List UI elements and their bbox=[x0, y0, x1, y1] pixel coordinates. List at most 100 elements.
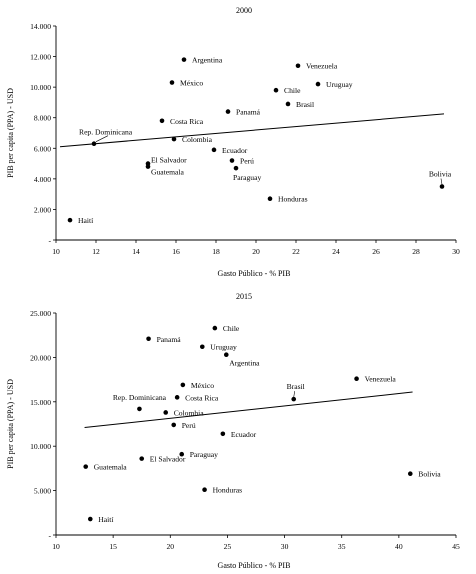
data-point bbox=[137, 406, 142, 412]
data-point bbox=[229, 158, 235, 163]
data-point bbox=[169, 80, 175, 85]
x-tick-label: 18 bbox=[212, 247, 220, 256]
x-tick-label: 30 bbox=[281, 542, 289, 551]
x-tick-label: 28 bbox=[412, 247, 420, 256]
y-tick-label: - bbox=[48, 531, 51, 540]
data-point bbox=[315, 81, 321, 87]
data-point bbox=[199, 344, 205, 350]
point-label: Panamá bbox=[157, 335, 182, 344]
trend-line bbox=[84, 391, 413, 429]
data-point bbox=[439, 184, 445, 189]
data-point bbox=[159, 118, 165, 124]
y-tick-label: 14.000 bbox=[30, 22, 51, 31]
y-tick-label: 12.000 bbox=[30, 53, 51, 62]
x-tick-label: 30 bbox=[452, 247, 460, 256]
data-point bbox=[67, 217, 73, 223]
data-point bbox=[174, 395, 180, 400]
x-tick-label: 40 bbox=[395, 542, 403, 551]
point-label: Costa Rica bbox=[170, 117, 204, 126]
point-label: Perú bbox=[240, 157, 254, 166]
x-tick-label: 12 bbox=[92, 247, 100, 256]
point-label: México bbox=[180, 79, 203, 88]
x-tick-label: 10 bbox=[52, 542, 60, 551]
point-label: Argentina bbox=[229, 359, 260, 368]
data-point bbox=[163, 410, 169, 415]
point-label: El Salvador bbox=[151, 156, 187, 165]
scatter-chart-2000: 2000 Gasto Público - % PIB PIB per capit… bbox=[6, 6, 460, 278]
leader-line bbox=[95, 135, 109, 142]
chart-title: 2015 bbox=[236, 292, 252, 301]
x-tick-label: 20 bbox=[252, 247, 260, 256]
point-label: Uruguay bbox=[210, 343, 237, 352]
data-point bbox=[295, 63, 301, 69]
x-tick-label: 14 bbox=[132, 247, 140, 256]
data-point bbox=[291, 396, 297, 402]
x-tick-label: 24 bbox=[332, 247, 340, 256]
x-tick-label: 22 bbox=[292, 247, 300, 256]
x-tick-label: 26 bbox=[372, 247, 380, 256]
data-point bbox=[146, 336, 151, 342]
point-label: Colombia bbox=[182, 135, 213, 144]
point-label: Honduras bbox=[278, 195, 308, 204]
point-label: Guatemala bbox=[151, 168, 185, 177]
data-point bbox=[139, 456, 145, 461]
y-tick-label: 6.000 bbox=[34, 144, 51, 153]
point-label: Brasil bbox=[296, 100, 314, 109]
point-label: Rep. Dominicana bbox=[79, 128, 133, 137]
y-tick-label: 15.000 bbox=[30, 398, 51, 407]
point-label: Ecuador bbox=[231, 430, 257, 439]
point-label: El Salvador bbox=[150, 455, 186, 464]
y-tick-label: 4.000 bbox=[34, 175, 51, 184]
data-point bbox=[87, 516, 93, 522]
y-tick-label: 10.000 bbox=[30, 442, 51, 451]
x-tick-label: 20 bbox=[166, 542, 174, 551]
point-label: Honduras bbox=[213, 486, 243, 495]
point-label: Colombia bbox=[174, 408, 205, 417]
y-tick-label: 5.000 bbox=[34, 487, 51, 496]
data-point bbox=[225, 109, 231, 114]
data-point bbox=[285, 101, 291, 107]
data-point bbox=[171, 136, 177, 142]
data-point bbox=[267, 196, 273, 202]
x-axis-label: Gasto Público - % PIB bbox=[218, 269, 291, 278]
scatter-chart-2015: 2015 Gasto Público - % PIB PIB per capit… bbox=[6, 292, 460, 570]
point-label: Perú bbox=[182, 421, 196, 430]
point-label: México bbox=[191, 381, 214, 390]
point-label: Panamá bbox=[236, 108, 261, 117]
point-label: Argentina bbox=[192, 56, 223, 65]
data-point bbox=[220, 431, 226, 437]
y-axis-label: PIB per capita (PPA) - USD bbox=[6, 379, 15, 469]
chart-title: 2000 bbox=[236, 6, 252, 15]
point-label: Chile bbox=[223, 324, 240, 333]
data-point bbox=[354, 376, 359, 382]
data-point bbox=[181, 57, 187, 62]
data-point bbox=[273, 87, 279, 93]
leader-line bbox=[293, 391, 296, 398]
y-tick-label: 10.000 bbox=[30, 83, 51, 92]
point-label: Venezuela bbox=[365, 375, 397, 384]
data-point bbox=[145, 164, 151, 169]
point-label: Paraguay bbox=[190, 450, 218, 459]
point-label: Chile bbox=[284, 86, 301, 95]
y-tick-label: 8.000 bbox=[34, 114, 51, 123]
point-label: Venezuela bbox=[306, 62, 338, 71]
point-label: Brasil bbox=[287, 382, 305, 391]
y-tick-label: 25.000 bbox=[30, 309, 51, 318]
point-label: Haití bbox=[98, 515, 114, 524]
data-point bbox=[223, 352, 229, 358]
point-label: Ecuador bbox=[222, 146, 248, 155]
data-point bbox=[407, 471, 413, 477]
point-label: Bolivia bbox=[429, 170, 452, 179]
point-label: Bolivia bbox=[418, 470, 441, 479]
data-point bbox=[212, 325, 218, 331]
data-point bbox=[211, 147, 217, 153]
trend-line bbox=[59, 113, 445, 148]
x-tick-label: 16 bbox=[172, 247, 180, 256]
point-label: Paraguay bbox=[233, 173, 261, 182]
point-label: Guatemala bbox=[94, 463, 128, 472]
y-axis-label: PIB per capita (PPA) - USD bbox=[6, 88, 15, 178]
x-tick-label: 45 bbox=[452, 542, 460, 551]
y-tick-label: 2.000 bbox=[34, 205, 51, 214]
x-tick-label: 25 bbox=[224, 542, 232, 551]
